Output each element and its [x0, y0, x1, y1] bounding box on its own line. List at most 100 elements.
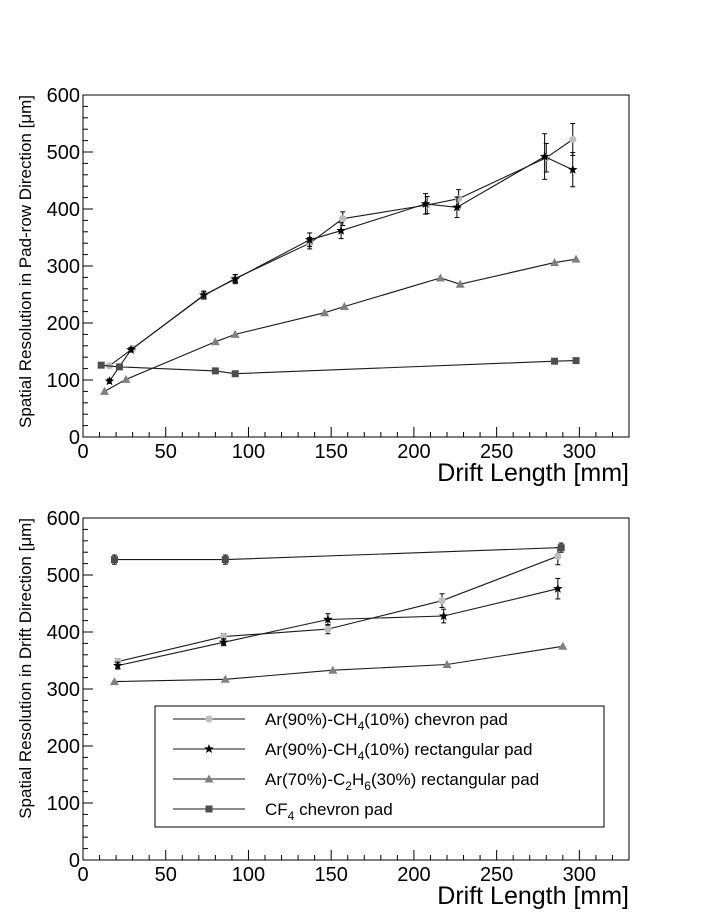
y-tick-label: 600 [47, 85, 80, 107]
marker-star [553, 583, 563, 593]
legend-entry: Ar(90%)-CH4(10%) rectangular pad [173, 740, 532, 763]
marker-square [231, 370, 239, 378]
y-tick-label: 500 [47, 142, 80, 164]
series-line [104, 258, 577, 392]
series-line [101, 360, 577, 375]
marker-square [97, 361, 105, 369]
x-axis-title: Drift Length [mm] [437, 882, 629, 910]
y-tick-label: 0 [69, 850, 80, 872]
y-axis-title: Spatial Resolution in Drift Direction [μ… [16, 518, 35, 819]
marker-triangle [109, 677, 119, 686]
x-tick-label: 250 [480, 441, 513, 463]
marker-star [420, 198, 431, 208]
marker-star [452, 202, 462, 212]
legend-label: Ar(90%)-CH4(10%) rectangular pad [265, 740, 532, 763]
marker-circle [438, 597, 446, 605]
marker-square [557, 544, 565, 552]
x-tick-label: 0 [77, 441, 88, 463]
x-tick-label: 100 [232, 864, 265, 886]
marker-star [126, 344, 136, 354]
marker-triangle [339, 301, 349, 310]
series-line [109, 155, 573, 382]
marker-triangle [571, 254, 581, 263]
marker-star [304, 234, 315, 244]
y-axis-title: Spatial Resolution in Pad-row Direction … [16, 95, 35, 428]
series-2 [104, 133, 578, 386]
series-2 [112, 577, 563, 670]
x-axis-title: Drift Length [mm] [437, 459, 629, 487]
marker-circle [339, 215, 347, 223]
y-tick-label: 500 [47, 565, 80, 587]
legend-label: CF4 chevron pad [265, 800, 393, 823]
series-3 [100, 254, 581, 395]
marker-square [551, 357, 559, 365]
marker-triangle [455, 279, 465, 288]
series-4 [110, 542, 565, 565]
marker-triangle [550, 258, 560, 267]
marker-square [221, 556, 229, 564]
y-tick-label: 400 [47, 199, 80, 221]
y-tick-label: 100 [47, 793, 80, 815]
series-1 [114, 547, 562, 666]
x-tick-label: 250 [480, 864, 513, 886]
panel-2: 0 50 100 150 200 250 300 0 100 200 300 400 500 600 Dri… [16, 508, 630, 910]
legend-entry: CF4 chevron pad [173, 800, 393, 823]
marker-triangle [442, 659, 452, 668]
y-tick-label: 200 [47, 313, 80, 335]
marker-circle [324, 625, 332, 633]
marker-square [115, 363, 123, 371]
marker-triangle [328, 665, 338, 674]
marker-square [205, 805, 213, 813]
marker-circle [569, 135, 577, 144]
legend-box [154, 705, 605, 828]
x-tick-label: 200 [397, 441, 430, 463]
marker-triangle [220, 674, 230, 683]
marker-triangle [558, 641, 568, 650]
y-tick-label: 200 [47, 736, 80, 758]
marker-triangle [121, 374, 131, 383]
x-tick-label: 150 [314, 441, 347, 463]
y-tick-label: 300 [47, 679, 80, 701]
y-tick-label: 400 [47, 622, 80, 644]
marker-triangle [210, 337, 220, 346]
marker-triangle [435, 273, 445, 282]
series-line [109, 139, 574, 367]
marker-star [218, 637, 229, 647]
marker-star [438, 611, 449, 621]
marker-square [572, 357, 580, 365]
marker-circle [454, 195, 463, 203]
series-4 [97, 357, 580, 378]
marker-star [104, 376, 115, 386]
marker-triangle [320, 308, 330, 317]
marker-star [323, 614, 333, 624]
legend-label: Ar(70%)-C2H6(30%) rectangular pad [265, 770, 539, 793]
series-3 [109, 641, 568, 686]
plot-frame [82, 94, 630, 438]
legend-entry: Ar(90%)-CH4(10%) chevron pad [173, 710, 508, 733]
y-tick-label: 0 [69, 427, 80, 449]
x-tick-label: 150 [314, 864, 347, 886]
x-tick-label: 0 [77, 864, 88, 886]
marker-star [230, 274, 240, 284]
x-tick-label: 50 [155, 864, 177, 886]
x-tick-label: 50 [155, 441, 177, 463]
series-1 [105, 123, 577, 370]
marker-triangle [204, 774, 214, 783]
marker-star [199, 290, 209, 300]
x-tick-label: 100 [232, 441, 265, 463]
marker-circle [205, 715, 213, 723]
marker-square [110, 556, 118, 564]
panel-1: 0 50 100 150 200 250 300 0 100 200 300 400 500 600 Dri… [16, 85, 630, 487]
x-tick-label: 300 [563, 864, 596, 886]
legend-entry: Ar(70%)-C2H6(30%) rectangular pad [173, 770, 539, 793]
series-line [117, 555, 559, 663]
x-tick-label: 300 [563, 441, 596, 463]
legend-label: Ar(90%)-CH4(10%) chevron pad [265, 710, 508, 733]
marker-square [211, 367, 219, 375]
y-tick-label: 100 [47, 370, 80, 392]
marker-star [336, 225, 346, 235]
marker-star [204, 744, 214, 754]
marker-circle [554, 552, 562, 560]
y-tick-label: 300 [47, 256, 80, 278]
